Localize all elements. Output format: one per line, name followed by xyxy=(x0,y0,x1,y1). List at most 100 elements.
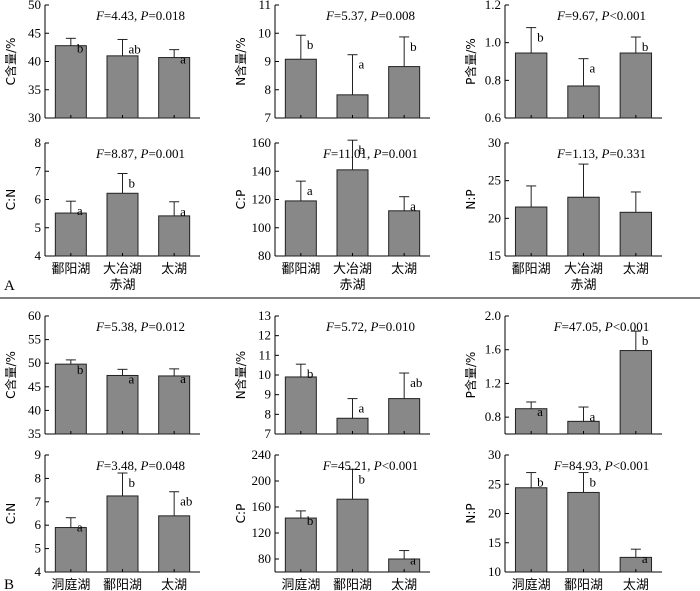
y-tick-label: 7 xyxy=(265,110,272,125)
stat-symbol: P xyxy=(601,146,610,161)
stat-symbol: F xyxy=(325,319,335,334)
stat-symbol: P xyxy=(604,458,613,473)
stat-symbol: P xyxy=(140,319,149,334)
significance-letter: b xyxy=(129,176,136,191)
stat-annotation: F=9.67, P<0.001 xyxy=(556,8,646,23)
y-tick-label: 5 xyxy=(35,220,42,235)
stat-symbol: F xyxy=(95,8,105,23)
bar xyxy=(619,211,653,257)
chart-b-cn: 4 5 6 7 8 9 C:N a 洞庭湖 b 鄱阳湖 ab 太湖 F=3.48, P=0.048 xyxy=(4,447,200,591)
bar xyxy=(388,210,421,257)
x-tick-label: 大冶湖 xyxy=(564,262,603,277)
stat-value: =5.38, xyxy=(104,319,141,334)
y-tick-label: 8 xyxy=(35,470,42,485)
stat-symbol: F xyxy=(95,146,105,161)
stat-annotation: F=5.38, P=0.012 xyxy=(95,319,185,334)
x-tick-label: 太湖 xyxy=(391,262,417,277)
significance-letter: ab xyxy=(180,494,192,509)
significance-letter: b xyxy=(537,475,544,490)
stat-annotation: F=84.93, P<0.001 xyxy=(553,458,650,473)
y-tick-label: 55 xyxy=(28,332,41,347)
x-tick-label: 太湖 xyxy=(623,262,649,277)
stat-symbol: P xyxy=(140,146,149,161)
y-tick-label: 120 xyxy=(252,525,272,540)
stat-annotation: F=5.37, P=0.008 xyxy=(325,8,415,23)
stat-value: =5.72, xyxy=(334,319,371,334)
stat-symbol: P xyxy=(604,319,613,334)
y-tick-label: 9 xyxy=(265,54,272,69)
bar xyxy=(158,215,191,257)
significance-letter: a xyxy=(537,404,543,419)
significance-letter: b xyxy=(307,366,314,381)
stat-symbol: F xyxy=(553,319,563,334)
stat-annotation: F=1.13, P=0.331 xyxy=(556,146,646,161)
panel-label-a: A xyxy=(4,278,15,294)
x-tick-label: 鄱阳湖 xyxy=(281,262,320,277)
stat-symbol: F xyxy=(95,319,105,334)
stat-symbol: P xyxy=(370,8,379,23)
y-tick-label: 20 xyxy=(488,506,501,521)
y-tick-label: 0.6 xyxy=(485,110,502,125)
y-tick-label: 15 xyxy=(488,535,501,550)
y-tick-label: 20 xyxy=(488,210,501,225)
chart-b-np: 10 15 20 25 30 N:P b 洞庭湖 b 鄱阳湖 a 太湖 F=84.93, P<0.001 xyxy=(464,447,662,591)
bar xyxy=(336,169,369,257)
y-axis-label: C:N xyxy=(4,189,18,210)
bar xyxy=(106,495,139,573)
y-tick-label: 15 xyxy=(488,248,501,263)
significance-letter: a xyxy=(77,203,83,218)
stat-value: =0.018 xyxy=(148,8,185,23)
bar xyxy=(54,212,87,257)
significance-letter: ab xyxy=(129,41,141,56)
significance-letter: b xyxy=(590,475,597,490)
stat-value: =9.67, xyxy=(565,8,602,23)
y-tick-label: 9 xyxy=(265,387,272,402)
y-axis-label: C含量/% xyxy=(3,38,18,86)
stat-value: =5.37, xyxy=(334,8,371,23)
y-tick-label: 6 xyxy=(35,517,42,532)
bar xyxy=(514,206,548,257)
significance-letter: a xyxy=(180,52,186,67)
stat-value: =45.21, xyxy=(331,458,374,473)
stat-annotation: F=11.01, P=0.001 xyxy=(322,146,418,161)
y-tick-label: 5 xyxy=(35,541,42,556)
significance-letter: b xyxy=(307,37,314,52)
bar xyxy=(54,527,87,573)
y-tick-label: 7 xyxy=(265,426,272,441)
stat-symbol: F xyxy=(553,458,563,473)
stat-value: =47.05, xyxy=(562,319,605,334)
significance-letter: b xyxy=(537,30,544,45)
stat-symbol: F xyxy=(556,146,566,161)
stat-symbol: F xyxy=(325,8,335,23)
stat-value: =0.010 xyxy=(378,319,415,334)
stat-value: =3.48, xyxy=(104,458,141,473)
x-tick-label: 大冶湖 xyxy=(103,262,142,277)
y-tick-label: 8 xyxy=(265,82,272,97)
stat-value: <0.001 xyxy=(613,458,650,473)
bar xyxy=(158,515,191,573)
y-tick-label: 80 xyxy=(258,551,271,566)
significance-letter: a xyxy=(359,401,365,416)
y-tick-label: 50 xyxy=(28,355,41,370)
y-tick-label: 50 xyxy=(28,0,41,12)
y-tick-label: 8 xyxy=(35,135,42,150)
x-tick-label: 太湖 xyxy=(391,578,417,591)
bar xyxy=(284,376,317,435)
y-tick-label: 10 xyxy=(258,25,271,40)
stat-annotation: F=5.72, P=0.010 xyxy=(325,319,415,334)
x-tick-label-line2: 赤湖 xyxy=(570,278,596,293)
stat-value: =4.43, xyxy=(104,8,141,23)
stat-symbol: P xyxy=(140,458,149,473)
y-axis-label: P含量/% xyxy=(463,38,478,85)
stat-value: =11.01, xyxy=(331,146,374,161)
significance-letter: a xyxy=(307,183,313,198)
bar xyxy=(619,350,653,435)
y-tick-label: 80 xyxy=(258,248,271,263)
bar xyxy=(336,498,369,573)
significance-letter: a xyxy=(180,204,186,219)
y-tick-label: 1.0 xyxy=(485,35,501,50)
y-tick-label: 140 xyxy=(252,163,272,178)
y-axis-label: N含量/% xyxy=(233,351,248,399)
x-tick-label: 鄱阳湖 xyxy=(333,578,372,591)
